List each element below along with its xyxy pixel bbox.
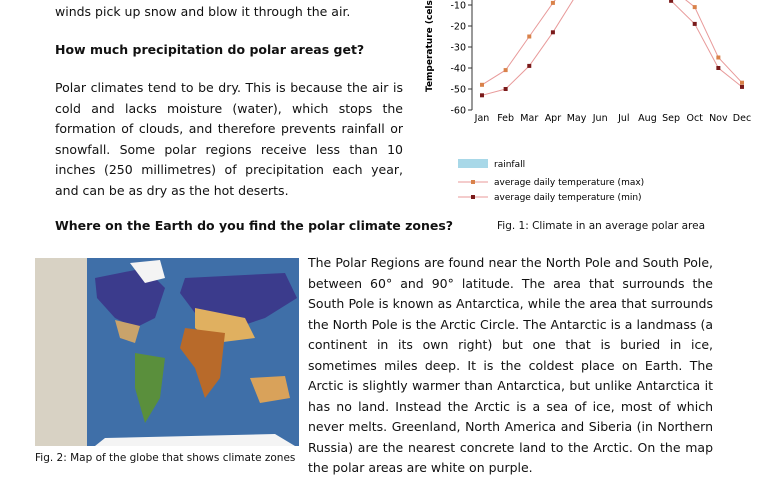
point xyxy=(716,66,721,70)
figure-caption: Fig. 2: Map of the globe that shows clim… xyxy=(35,452,296,464)
y-tick-label: -10 xyxy=(450,1,466,12)
point xyxy=(480,82,484,87)
point xyxy=(550,0,555,5)
x-tick-label: Jul xyxy=(617,113,629,124)
point xyxy=(692,21,697,26)
point xyxy=(740,84,744,89)
point xyxy=(669,0,674,3)
point xyxy=(716,55,721,60)
point xyxy=(527,34,532,39)
x-tick-label: Apr xyxy=(545,113,562,124)
point xyxy=(503,68,508,73)
legend-label: average daily temperature (max) xyxy=(494,178,644,188)
page: winds pick up snow and blow it through t… xyxy=(35,0,752,475)
point xyxy=(527,63,532,68)
chart: -60 -50 -40 -30 -20 -10 Temperature (celsius) J… xyxy=(425,0,751,203)
north-america xyxy=(95,268,165,328)
y-tick-label: -20 xyxy=(450,22,466,33)
x-tick-label: Mar xyxy=(520,113,538,124)
legend-label: average daily temperature (min) xyxy=(494,193,642,203)
point xyxy=(692,5,697,10)
x-tick-label: Feb xyxy=(497,113,514,124)
legend-marker xyxy=(471,195,475,199)
x-tick-label: Aug xyxy=(638,113,657,124)
paragraph: The Polar Regions are found near the Nor… xyxy=(308,255,713,475)
australia xyxy=(250,376,290,403)
map-key xyxy=(35,258,87,446)
x-tick-label: Nov xyxy=(709,113,728,124)
y-axis-label: Temperature (celsius) xyxy=(425,0,435,92)
antarctica xyxy=(95,434,295,446)
intro-tail: winds pick up snow and blow it through t… xyxy=(55,4,351,19)
x-tick-label: Jan xyxy=(474,113,490,124)
series-line xyxy=(481,0,743,96)
climate-map xyxy=(35,258,299,446)
heading: How much precipitation do polar areas ge… xyxy=(55,42,365,57)
heading: Where on the Earth do you find the polar… xyxy=(55,218,454,233)
paragraph: Polar climates tend to be dry. This is b… xyxy=(55,80,403,198)
y-tick-label: -40 xyxy=(450,64,466,75)
point xyxy=(740,80,744,85)
central-america xyxy=(115,320,140,343)
x-tick-label: Dec xyxy=(733,113,751,124)
y-tick-label: -50 xyxy=(450,85,466,96)
x-tick-label: Jun xyxy=(592,113,608,124)
y-tick-label: -30 xyxy=(450,43,466,54)
africa xyxy=(180,328,225,398)
x-tick-label: Oct xyxy=(687,113,704,124)
south-america xyxy=(135,353,165,423)
series-line xyxy=(481,0,743,86)
point xyxy=(503,87,508,91)
x-tick-label: May xyxy=(567,113,587,124)
x-tick-label: Sep xyxy=(662,113,680,124)
point xyxy=(480,93,484,98)
figure-caption: Fig. 1: Climate in an average polar area xyxy=(497,220,706,232)
y-tick-label: -60 xyxy=(450,106,466,117)
point xyxy=(550,30,555,35)
legend-swatch xyxy=(458,159,488,168)
greenland xyxy=(130,260,165,283)
legend-marker xyxy=(471,180,475,184)
legend-label: rainfall xyxy=(494,160,525,170)
